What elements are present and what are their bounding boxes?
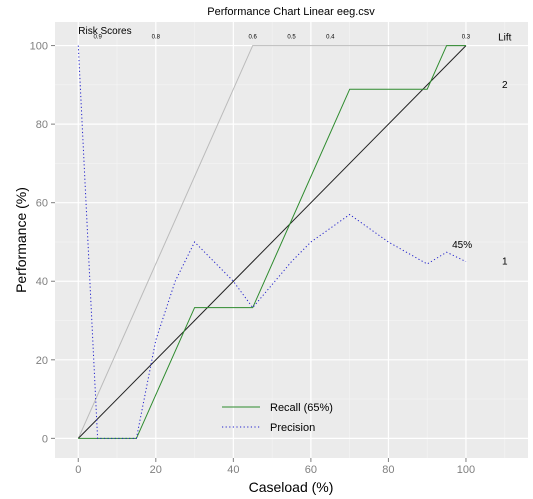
x-tick-label: 40 bbox=[227, 464, 239, 476]
legend-label: Recall (65%) bbox=[270, 402, 333, 414]
y-tick-label: 100 bbox=[30, 41, 48, 53]
x-tick-label: 100 bbox=[457, 464, 475, 476]
x-tick-label: 60 bbox=[305, 464, 317, 476]
precision-end-label: 45% bbox=[452, 240, 472, 251]
chart-title: Performance Chart Linear eeg.csv bbox=[207, 6, 375, 18]
panel-background bbox=[55, 22, 528, 458]
series-line-3 bbox=[77, 45, 466, 439]
x-axis-label: Caseload (%) bbox=[249, 479, 334, 495]
y-tick-label: 0 bbox=[42, 433, 48, 445]
series-line-recall-65 bbox=[78, 45, 466, 439]
risk-score-label: 0.5 bbox=[287, 34, 296, 40]
legend-label: Precision bbox=[270, 422, 315, 434]
risk-score-label: 0.9 bbox=[93, 34, 102, 40]
lift-tick-label: 1 bbox=[502, 257, 508, 268]
y-axis-label: Performance (%) bbox=[13, 187, 29, 293]
lift-tick-label: 2 bbox=[502, 80, 508, 91]
x-tick-label: 80 bbox=[382, 464, 394, 476]
y-tick-label: 20 bbox=[36, 355, 48, 367]
risk-score-label: 0.6 bbox=[249, 34, 258, 40]
risk-scores-label: Risk Scores bbox=[78, 26, 131, 37]
risk-score-label: 0.8 bbox=[152, 34, 161, 40]
risk-score-label: 0.4 bbox=[326, 34, 335, 40]
y-tick-label: 40 bbox=[36, 276, 48, 288]
series-line-2 bbox=[77, 45, 467, 439]
series-line-precision bbox=[77, 45, 467, 439]
lift-label: Lift bbox=[498, 32, 512, 43]
risk-score-label: 0.3 bbox=[462, 34, 471, 40]
axes: 0 20 40 60 80 100 0 20 40 60 80 100 bbox=[30, 41, 476, 476]
data-lines bbox=[77, 45, 467, 439]
x-tick-label: 20 bbox=[150, 464, 162, 476]
legend: Recall (65%) Precision bbox=[222, 402, 333, 434]
y-tick-label: 80 bbox=[36, 119, 48, 131]
grid bbox=[55, 22, 528, 458]
y-tick-label: 60 bbox=[36, 198, 48, 210]
x-tick-label: 0 bbox=[75, 464, 81, 476]
